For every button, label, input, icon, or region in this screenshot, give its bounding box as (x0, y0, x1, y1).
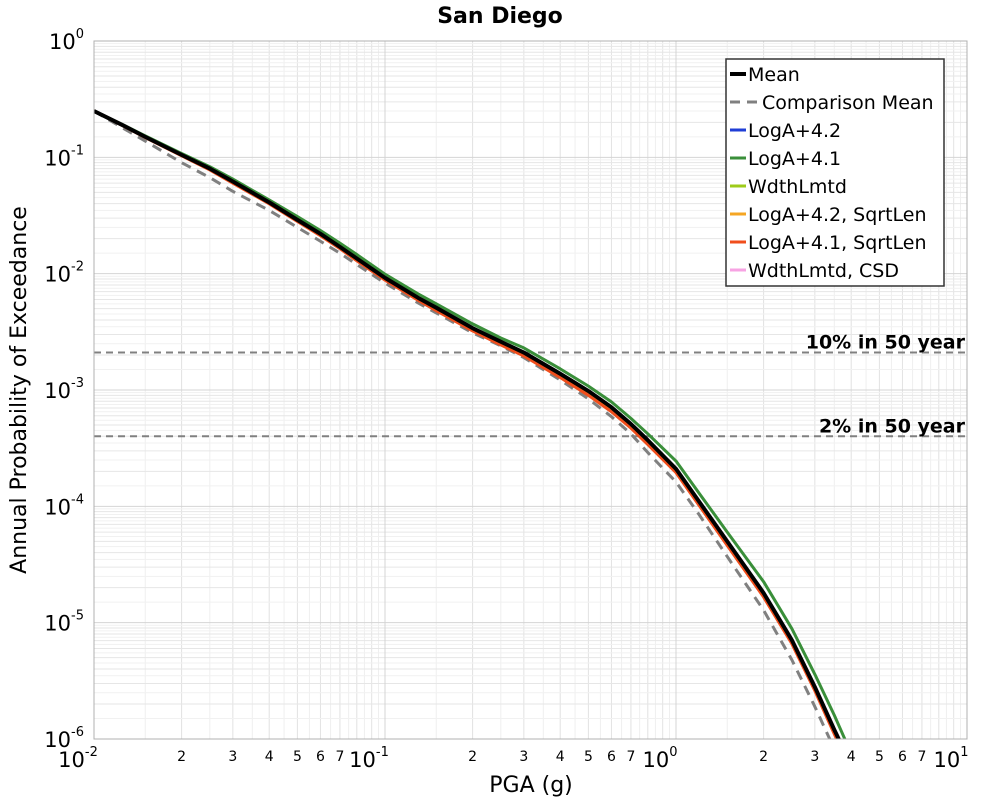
y-tick-label: 10-5 (44, 609, 84, 636)
x-minor-tick-label: 2 (177, 749, 186, 765)
y-tick-label: 10-2 (44, 260, 84, 287)
x-minor-tick-label: 3 (519, 749, 528, 765)
legend-entry-label: LogA+4.1, SqrtLen (748, 232, 927, 254)
x-tick-label: 100 (642, 745, 677, 772)
x-minor-tick-label: 6 (316, 749, 325, 765)
x-tick-label: 101 (933, 745, 968, 772)
x-minor-tick-label: 4 (556, 749, 565, 765)
series-lines (94, 109, 847, 739)
x-minor-tick-label: 7 (626, 749, 635, 765)
x-tick-label: 10-2 (58, 745, 98, 772)
legend-entry-label: LogA+4.1 (748, 148, 841, 170)
x-minor-tick-label: 3 (810, 749, 819, 765)
x-minor-tick-label: 2 (468, 749, 477, 765)
x-minor-tick-label: 2 (759, 749, 768, 765)
reference-lines: 10% in 50 year 2% in 50 year (94, 332, 967, 438)
y-tick-label: 100 (49, 27, 84, 54)
x-minor-tick-label: 3 (228, 749, 237, 765)
chart-title: San Diego (437, 4, 563, 29)
series-line-comparison-mean (94, 109, 832, 739)
legend-entry-label: Mean (748, 64, 800, 86)
x-minor-tick-label: 5 (875, 749, 884, 765)
legend-entry-label: WdthLmtd (748, 176, 847, 198)
x-tick-label: 10-1 (349, 745, 389, 772)
y-tick-label: 10-1 (44, 143, 84, 170)
legend-entry-label: Comparison Mean (762, 92, 934, 114)
legend: Mean Comparison Mean LogA+4.2 LogA+4.1 WdthL… (725, 58, 945, 287)
series-line-loga-4-1 (94, 109, 847, 739)
x-minor-tick-label: 6 (607, 749, 616, 765)
legend-box (725, 58, 945, 287)
x-minor-tick-label: 4 (847, 749, 856, 765)
x-axis-label: PGA (g) (489, 773, 573, 798)
y-tick-label: 10-3 (44, 376, 84, 403)
x-minor-tick-label: 6 (898, 749, 907, 765)
reference-line-label: 10% in 50 year (806, 332, 966, 354)
series-line-mean (94, 109, 841, 739)
x-minor-tick-label: 5 (584, 749, 593, 765)
y-axis-label: Annual Probability of Exceedance (7, 206, 32, 574)
x-minor-tick-label: 7 (335, 749, 344, 765)
y-tick-label: 10-6 (44, 725, 84, 752)
legend-entry-label: LogA+4.2 (748, 120, 841, 142)
legend-entry-label: WdthLmtd, CSD (748, 260, 899, 282)
x-minor-tick-label: 7 (917, 749, 926, 765)
x-minor-tick-label: 5 (293, 749, 302, 765)
x-minor-tick-label: 4 (265, 749, 274, 765)
plot-frame (93, 40, 968, 740)
y-tick-label: 10-4 (44, 492, 84, 519)
legend-entry-label: LogA+4.2, SqrtLen (748, 204, 927, 226)
reference-line-label: 2% in 50 year (819, 415, 966, 437)
